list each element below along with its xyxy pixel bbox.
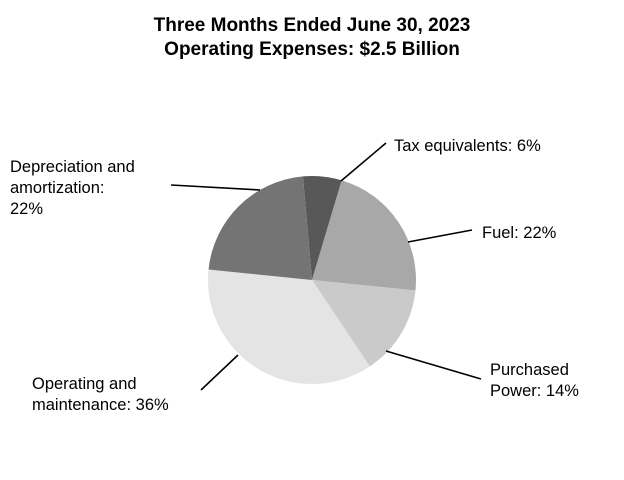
- pie-slice-tax-equivalents: [302, 176, 342, 280]
- slice-label: Purchased Power: 14%: [490, 361, 579, 400]
- pie-slice-purchased-power: [312, 280, 416, 367]
- slice-label: Depreciation and amortization: 22%: [10, 158, 135, 218]
- slice-label: Tax equivalents: 6%: [394, 137, 541, 155]
- leader-line: [170, 184, 261, 191]
- chart-title: Three Months Ended June 30, 2023: [153, 15, 471, 36]
- leader-line: [200, 354, 239, 391]
- pie-slice-operating-and-maintenance: [207, 269, 370, 384]
- leader-lines: [170, 142, 482, 391]
- slice-label: Fuel: 22%: [482, 224, 557, 242]
- leader-line: [385, 350, 482, 380]
- leader-line: [407, 229, 473, 243]
- pie-slice-depreciation-and-amortization: [208, 176, 312, 280]
- pie-slices: [207, 176, 417, 384]
- slice-label: Operating and maintenance: 36%: [32, 375, 169, 414]
- leader-line: [340, 142, 387, 182]
- slice-labels: Tax equivalents: 6% Fuel: 22% Purchased Pow…: [10, 137, 579, 414]
- chart-subtitle: Operating Expenses: $2.5 Billion: [164, 39, 460, 60]
- chart-title-block: Three Months Ended June 30, 2023 Operati…: [0, 14, 624, 62]
- pie-slice-fuel: [312, 180, 417, 291]
